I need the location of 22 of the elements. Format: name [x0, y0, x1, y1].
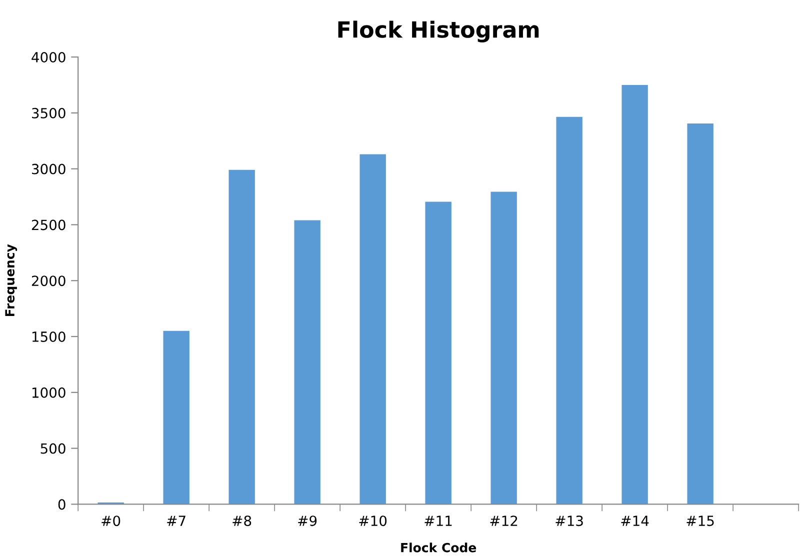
y-tick-label: 0 [58, 499, 66, 510]
x-tick-label: #7 [167, 516, 186, 526]
y-tick-label: 3000 [32, 164, 66, 174]
y-tick-label: 2500 [32, 220, 66, 230]
x-tick-label: #13 [556, 516, 583, 526]
x-tick-label: #9 [298, 516, 317, 526]
chart-title: Flock Histogram [338, 20, 539, 42]
x-tick-label: #14 [621, 516, 649, 526]
y-axis-title: Frequency [5, 244, 18, 316]
y-tick-label: 1000 [32, 387, 66, 398]
x-tick-label: #10 [359, 516, 387, 526]
y-tick-label: 2000 [32, 276, 66, 286]
y-tick-label: 500 [40, 443, 66, 454]
x-tick-label: #11 [424, 516, 452, 526]
x-tick-label: #8 [232, 516, 252, 526]
x-tick-label: #15 [686, 516, 714, 526]
x-axis-title: Flock Code [401, 542, 476, 552]
y-tick-label: 4000 [32, 52, 66, 62]
y-tick-label: 3500 [32, 108, 66, 118]
y-tick-label: 1500 [32, 331, 66, 342]
x-tick-label: #0 [102, 516, 120, 526]
x-tick-label: #12 [490, 516, 518, 526]
